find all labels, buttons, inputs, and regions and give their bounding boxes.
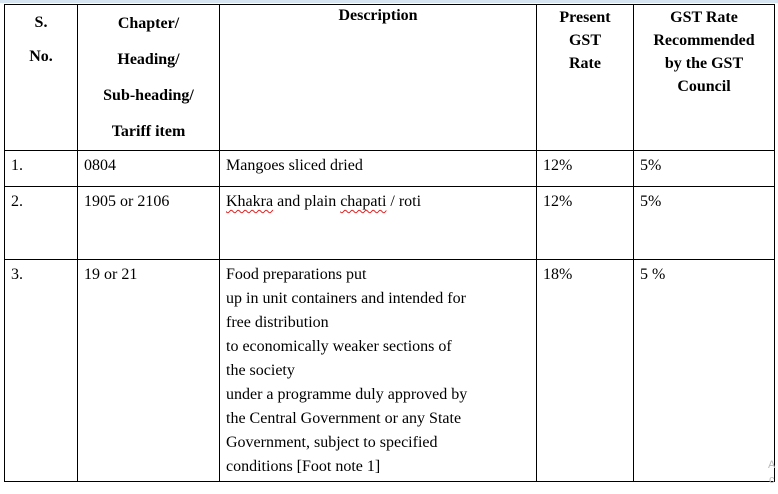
spellcheck-word: chapati: [340, 193, 387, 210]
table-header-row: S. No. Chapter/ Heading/ Sub-heading/ Ta…: [4, 4, 775, 151]
top-accent-bar: [0, 0, 778, 3]
cell-sno: 2.: [4, 186, 78, 260]
cell-chapter: 19 or 21: [77, 259, 220, 482]
header-recommended-rate: GST Rate Recommended by the GST Council: [633, 4, 775, 151]
cell-description: Mangoes sliced dried: [219, 150, 537, 187]
header-chapter: Chapter/ Heading/ Sub-heading/ Tariff it…: [77, 4, 220, 151]
cell-chapter: 1905 or 2106: [77, 186, 220, 260]
table-row: 3. 19 or 21 Food preparations put up in …: [4, 259, 775, 482]
header-present-rate: Present GST Rate: [536, 4, 634, 151]
cell-present-rate: 12%: [536, 150, 634, 187]
header-description: Description: [219, 4, 537, 151]
cell-sno: 1.: [4, 150, 78, 187]
cell-recommended-rate: 5%: [633, 186, 775, 260]
cell-description: Khakra and plain chapati / roti: [219, 186, 537, 260]
cell-description: Food preparations put up in unit contain…: [219, 259, 537, 482]
gst-rate-table: S. No. Chapter/ Heading/ Sub-heading/ Ta…: [4, 4, 775, 482]
cell-present-rate: 12%: [536, 186, 634, 260]
header-sno: S. No.: [4, 4, 78, 151]
spellcheck-word: Khakra: [226, 193, 274, 210]
cell-recommended-rate: 5%: [633, 150, 775, 187]
table-row: 2. 1905 or 2106 Khakra and plain chapati…: [4, 186, 775, 260]
cell-chapter: 0804: [77, 150, 220, 187]
cell-present-rate: 18%: [536, 259, 634, 482]
edge-fragment: A: [768, 459, 776, 471]
table-row: 1. 0804 Mangoes sliced dried 12% 5%: [4, 150, 775, 187]
cell-sno: 3.: [4, 259, 78, 482]
edge-fragment: c: [769, 474, 775, 486]
cell-recommended-rate: 5 %: [633, 259, 775, 482]
